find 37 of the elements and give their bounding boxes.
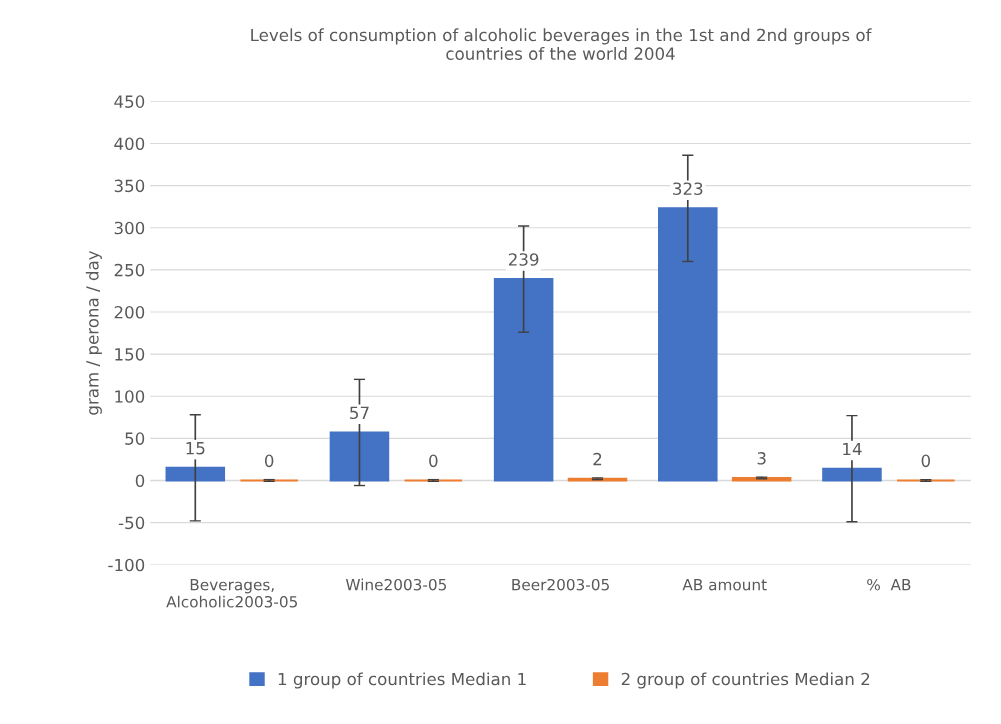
y-tick-label: 400 xyxy=(114,137,145,151)
legend-label: 2 group of countries Median 2 xyxy=(621,672,870,689)
chart-title: Levels of consumption of alcoholic beverages in the 1st and 2nd groups of countries of the world 2004 xyxy=(251,28,872,60)
data-label: 323 xyxy=(673,182,703,196)
x-tick-label: Beer2003-05 xyxy=(512,578,609,591)
y-tick-label: 350 xyxy=(114,179,145,193)
data-label: 2 xyxy=(593,452,602,466)
bar xyxy=(493,278,554,482)
data-label: 14 xyxy=(843,442,862,456)
data-label: 0 xyxy=(921,454,931,468)
y-tick-label: -50 xyxy=(118,516,145,530)
y-axis-title: gram / perona / day xyxy=(85,250,102,415)
data-label: 15 xyxy=(186,442,205,455)
y-tick-label: 50 xyxy=(125,432,145,445)
x-tick-label: AB amount xyxy=(682,579,767,591)
y-tick-label: 250 xyxy=(114,263,145,277)
data-label: 239 xyxy=(508,253,539,266)
data-label: 0 xyxy=(429,454,438,468)
bar xyxy=(329,431,390,482)
data-label: 0 xyxy=(264,454,274,468)
bar xyxy=(165,466,226,482)
x-tick-label: Beverages, Alcoholic2003-05 xyxy=(166,579,297,608)
y-tick-label: 0 xyxy=(135,474,145,488)
y-tick-label: 300 xyxy=(114,221,145,235)
y-tick-label: 200 xyxy=(114,305,145,319)
y-tick-label: 450 xyxy=(114,95,145,108)
legend-label: 1 group of countries Median 1 xyxy=(278,672,526,689)
data-label: 3 xyxy=(757,452,766,465)
y-tick-label: 150 xyxy=(115,348,145,361)
x-tick-label: Wine2003-05 xyxy=(345,578,447,591)
y-tick-label: -100 xyxy=(108,558,145,572)
bar xyxy=(658,207,718,482)
data-label: 57 xyxy=(350,406,369,420)
y-tick-label: 100 xyxy=(115,390,145,403)
x-tick-label: % AB xyxy=(867,578,911,591)
bar xyxy=(731,476,792,482)
bar xyxy=(822,467,882,482)
